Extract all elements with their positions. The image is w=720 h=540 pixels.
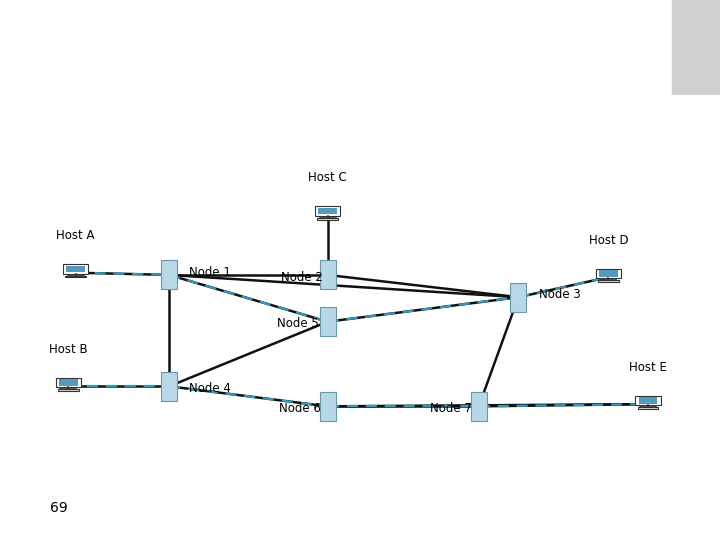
Bar xyxy=(657,0,667,94)
Bar xyxy=(318,218,338,220)
Text: Node 2: Node 2 xyxy=(281,271,323,284)
Bar xyxy=(320,392,336,421)
Bar xyxy=(318,208,337,214)
Bar xyxy=(66,276,86,278)
Bar xyxy=(63,264,89,274)
Bar xyxy=(639,0,653,94)
Text: Node 1: Node 1 xyxy=(189,266,231,279)
Text: Host C: Host C xyxy=(308,171,347,184)
Bar xyxy=(58,389,78,391)
Text: Host E: Host E xyxy=(629,361,667,374)
Bar xyxy=(161,260,177,289)
Bar xyxy=(639,397,657,403)
Bar xyxy=(315,206,341,216)
Text: Node 7: Node 7 xyxy=(430,402,472,415)
Text: Host D: Host D xyxy=(588,234,629,247)
Bar xyxy=(55,378,81,387)
Bar xyxy=(672,0,720,94)
Text: Node 6: Node 6 xyxy=(279,402,320,415)
Text: Host A: Host A xyxy=(56,230,95,242)
Bar xyxy=(66,266,85,272)
Text: Node 4: Node 4 xyxy=(189,382,231,395)
Bar xyxy=(599,271,618,276)
Bar xyxy=(59,380,78,386)
Text: 69: 69 xyxy=(50,502,68,516)
Text: Datagram Packet Switching: Datagram Packet Switching xyxy=(13,32,533,66)
Bar xyxy=(635,396,661,405)
Bar xyxy=(320,307,336,336)
Text: Node 5: Node 5 xyxy=(277,318,319,330)
Bar xyxy=(638,407,658,409)
Bar xyxy=(471,392,487,421)
Bar xyxy=(510,283,526,312)
Text: Node 3: Node 3 xyxy=(539,288,580,301)
Bar xyxy=(595,268,621,278)
Bar xyxy=(320,260,336,289)
Text: Host B: Host B xyxy=(49,343,88,356)
Bar xyxy=(161,372,177,401)
Bar xyxy=(598,280,618,282)
